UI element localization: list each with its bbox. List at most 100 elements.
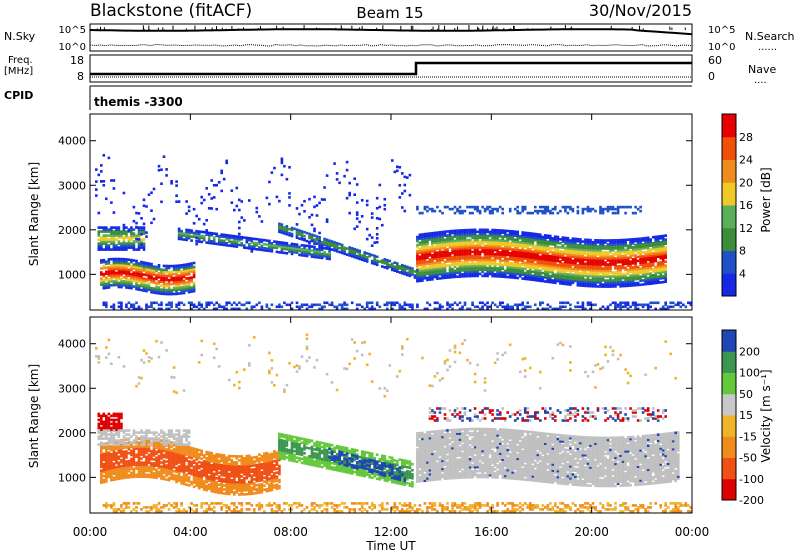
power-cell-main [576,282,580,285]
power-cell-arc [268,239,271,243]
power-cell-sparse [95,188,98,191]
power-cell-main [631,260,635,263]
power-cell-main [483,274,487,278]
velocity-cell-ground [436,464,439,467]
power-cell-main [601,259,605,262]
velocity-cell-ground [421,477,424,481]
power-cell-near [551,307,555,311]
power-cell-near [245,307,249,311]
power-cell-main [451,269,454,273]
power-cell-main [431,233,434,237]
power-cell-arc [235,241,239,244]
power-cell-early [182,269,186,273]
velocity-cell-ground [443,433,447,436]
power-cell-early [182,287,186,291]
power-cell-main [586,276,590,280]
velocity-cell-ground [431,438,434,442]
velocity-cell-ground [421,447,424,451]
velocity-cell-ground [491,476,494,479]
velocity-cell-ground [423,445,427,448]
power-cell-early-upper [105,226,108,229]
power-cell-early-upper [122,228,126,231]
power-cell-main [604,263,607,266]
velocity-cell-ground [493,432,497,435]
power-cell-near [313,303,316,307]
power-cell-main [566,240,570,244]
velocity-cell-ground [486,473,489,477]
power-cell-near [215,307,218,311]
power-cell-main [611,279,615,282]
velocity-cell-ground [471,437,474,441]
velocity-cell-ground [456,472,459,476]
velocity-cell-ground [438,431,442,435]
power-cell-upper-edge [416,205,419,209]
power-cell-main [453,235,457,239]
power-cell-early-upper [100,244,103,247]
power-cell-arc [323,251,326,254]
power-cell-main [601,261,605,264]
power-cell-arc-2 [353,255,356,259]
velocity-cell-ground [478,431,482,435]
power-cell-early [190,270,193,273]
power-cell-main [438,255,442,258]
velocity-cell-ground [496,440,499,443]
power-cell-early [130,258,133,262]
power-cell-sparse [285,177,289,181]
power-cell-main [619,238,622,242]
power-cell-sparse [230,201,234,204]
power-cell-main [564,248,567,252]
power-cell-arc [293,245,296,248]
power-cell-early-upper [122,226,126,229]
power-cell-main [606,247,610,250]
power-cell-sparse [313,227,316,231]
power-cell-main [518,259,522,262]
power-cell-sparse [215,207,218,211]
velocity-cell-ground [456,440,459,443]
velocity-cell-ground [486,451,489,455]
power-cell-main [646,258,650,262]
power-cell-upper-edge [458,209,462,213]
power-cell-main [649,262,652,265]
power-cell-main [591,281,595,284]
velocity-cell-ground [488,449,492,453]
power-cell-arc-2 [340,247,344,251]
power-cell-main [651,248,655,251]
power-cell-main [571,273,575,277]
power-cell-main [483,238,487,242]
power-cell-main [536,237,540,240]
velocity-cell-ground [431,456,434,460]
power-cell-sparse [370,244,374,247]
power-cell-main [496,243,499,246]
velocity-cell-ground [491,449,494,453]
power-cell-near [370,307,374,311]
power-cell-main [604,261,607,264]
power-cell-main [436,269,439,272]
power-cell-sparse [370,236,374,239]
power-cell-main [544,248,547,251]
power-cell-sparse [360,215,364,218]
power-cell-main [456,253,459,256]
power-cell-main [574,239,577,243]
power-cell-main [646,248,650,252]
power-cell-arc [253,237,256,241]
power-cell-sparse [310,239,314,243]
power-cell-arc-2 [340,243,344,247]
power-cell-main [488,244,492,248]
power-cell-main [656,263,660,266]
velocity-cell-ground [483,451,487,455]
power-cell-main [491,228,494,232]
power-cell-main [483,232,487,236]
velocity-cell-ground [428,438,432,442]
power-cell-early [122,257,126,261]
power-cell-early [165,292,168,296]
power-cell-main [421,263,424,266]
power-cell-main [426,262,429,266]
power-cell-near [298,307,301,311]
power-cell-early [117,269,121,273]
power-cell-main [601,285,605,288]
power-cell-main [473,274,477,278]
power-cell-early [125,258,128,261]
power-cell-main [461,235,464,238]
power-cell-sparse [370,212,374,215]
power-cell-main [569,271,572,274]
